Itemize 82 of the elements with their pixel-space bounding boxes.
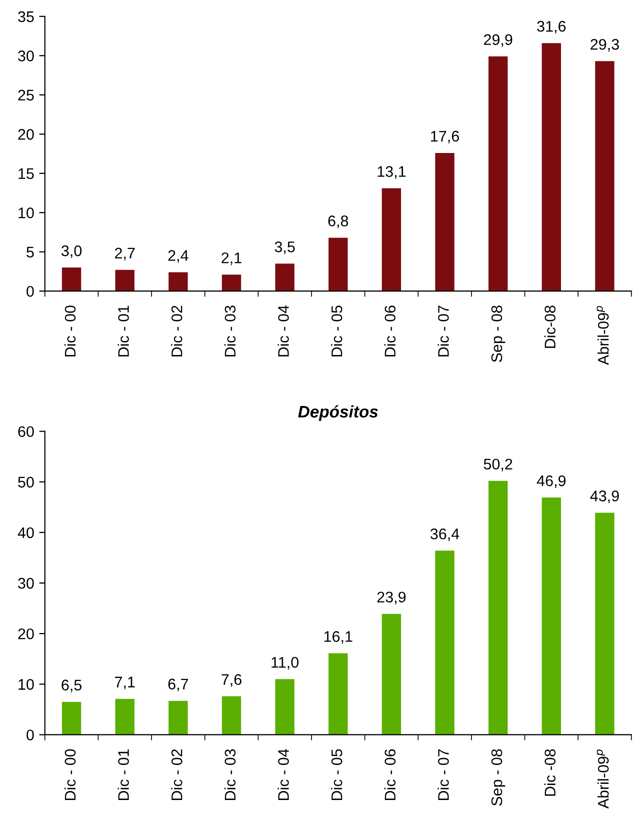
x-tick-label: Dic - 07 xyxy=(438,306,449,356)
y-tick-label: 0 xyxy=(26,286,34,297)
y-tick-label: 25 xyxy=(18,90,34,101)
x-tick-label: Abril-09$^{p}$ xyxy=(596,750,609,809)
x-tick-label: Dic - 03 xyxy=(224,749,236,800)
y-tick-label: 60 xyxy=(18,426,34,438)
bar xyxy=(435,152,454,292)
data-label: 36,4 xyxy=(430,528,460,542)
bar xyxy=(62,268,82,292)
x-tick-label: Dic - 06 xyxy=(384,306,396,356)
y-tick-label: 35 xyxy=(18,11,34,22)
data-label: 29,3 xyxy=(590,38,619,52)
bar xyxy=(222,274,242,292)
x-tick-label: Dic - 04 xyxy=(278,749,289,800)
x-tick-label: Dic - 02 xyxy=(171,306,182,356)
y-tick-label: 10 xyxy=(18,207,34,218)
y-tick-label: 20 xyxy=(18,628,34,640)
y-tick-label: 5 xyxy=(26,246,34,258)
bar xyxy=(542,498,562,735)
bar xyxy=(328,653,348,735)
bar xyxy=(115,270,134,292)
data-label: 43,9 xyxy=(590,490,619,504)
bar xyxy=(168,272,188,292)
bar xyxy=(275,264,294,292)
y-tick-label: 15 xyxy=(18,168,34,180)
y-tick-label: 50 xyxy=(18,476,34,488)
x-tick-label: Dic-08 xyxy=(544,306,556,348)
y-tick-label: 10 xyxy=(18,679,34,690)
bar xyxy=(542,43,562,292)
x-tick-label: Dic - 01 xyxy=(118,749,129,800)
data-label: 3,0 xyxy=(61,245,82,258)
bar xyxy=(62,702,82,735)
x-tick-label: Dic - 05 xyxy=(331,749,342,800)
x-tick-label: Dic - 00 xyxy=(64,749,76,800)
y-tick-label: 20 xyxy=(18,128,34,140)
data-label: 50,2 xyxy=(484,458,512,472)
bar xyxy=(488,480,508,735)
data-label: 7,6 xyxy=(222,674,242,687)
data-label: 29,9 xyxy=(484,34,512,47)
data-label: 17,6 xyxy=(431,130,459,144)
bar xyxy=(382,614,402,735)
bar xyxy=(168,700,188,735)
bar xyxy=(382,188,402,292)
bar xyxy=(275,679,294,735)
x-tick-label: Dic - 03 xyxy=(224,306,236,356)
data-label: 3,5 xyxy=(274,241,295,254)
x-tick-label: Dic - 07 xyxy=(438,749,449,800)
x-tick-label: Abril-09$^{p}$ xyxy=(596,306,609,365)
y-tick-label: 30 xyxy=(18,578,34,589)
x-tick-label: Sep - 08 xyxy=(491,749,506,806)
y-tick-label: 40 xyxy=(18,527,34,538)
data-label: 2,7 xyxy=(115,248,135,260)
x-tick-label: Dic - 05 xyxy=(331,306,342,356)
data-label: 2,4 xyxy=(168,250,188,263)
data-label: 6,5 xyxy=(62,680,82,692)
data-label: 7,1 xyxy=(115,676,135,690)
x-tick-label: Dic -08 xyxy=(544,749,556,796)
bar xyxy=(435,550,454,735)
data-label: 23,9 xyxy=(377,592,406,604)
bar xyxy=(595,512,614,735)
x-tick-label: Dic - 01 xyxy=(118,306,129,356)
bar xyxy=(595,61,614,292)
data-label: 16,1 xyxy=(324,631,352,644)
x-tick-label: Dic - 02 xyxy=(171,749,182,800)
x-tick-label: Dic - 04 xyxy=(278,305,289,356)
data-label: 6,7 xyxy=(168,678,188,692)
x-tick-label: Dic - 06 xyxy=(384,749,396,800)
data-label: 6,8 xyxy=(328,216,348,228)
y-tick-label: 30 xyxy=(18,50,34,62)
x-tick-label: Dic - 00 xyxy=(64,306,76,356)
x-tick-label: Sep - 08 xyxy=(491,306,506,362)
y-tick-label: 0 xyxy=(26,730,34,740)
data-label: 11,0 xyxy=(272,656,299,670)
bar xyxy=(488,56,508,292)
data-label: 31,6 xyxy=(537,20,566,34)
data-label: 13,1 xyxy=(378,166,406,179)
data-label: 2,1 xyxy=(222,252,242,266)
bar xyxy=(222,696,242,735)
bar xyxy=(115,698,134,735)
bar xyxy=(328,238,348,292)
chart-title: Depósitos xyxy=(298,405,378,421)
data-label: 46,9 xyxy=(536,475,566,488)
